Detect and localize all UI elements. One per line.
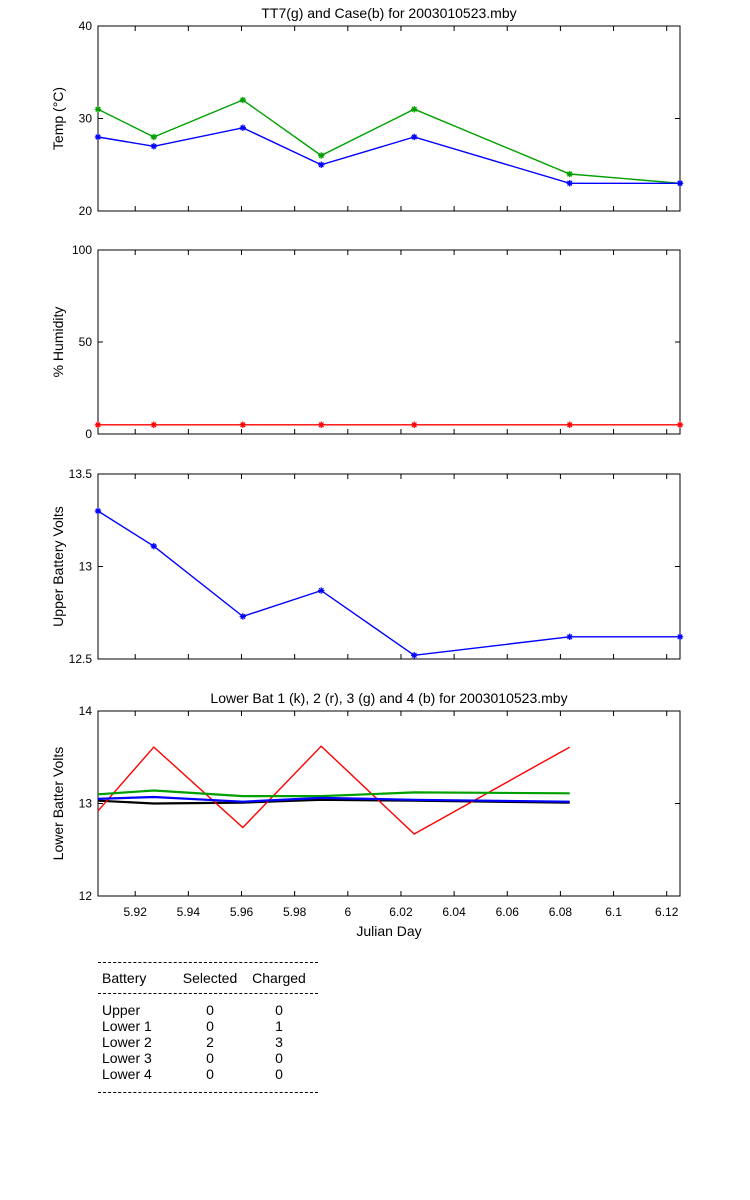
data-point — [150, 143, 158, 150]
x-tick-label: 6.1 — [605, 905, 622, 919]
y-axis-label: Lower Batter Volts — [50, 747, 66, 861]
y-tick-label: 30 — [79, 112, 93, 126]
data-point — [94, 507, 102, 515]
table-row: Lower 4 0 0 — [98, 1066, 318, 1082]
y-tick-label: 40 — [79, 19, 93, 33]
data-point — [566, 180, 573, 187]
data-point — [318, 421, 325, 428]
chart-title: Lower Bat 1 (k), 2 (r), 3 (g) and 4 (b) … — [210, 690, 567, 706]
row-selected: 0 — [206, 1066, 214, 1082]
row-battery: Lower 1 — [102, 1018, 152, 1034]
y-axis-label: Temp (°C) — [50, 87, 66, 150]
data-point — [411, 652, 418, 659]
data-point — [239, 421, 247, 428]
table-rule-top — [98, 962, 318, 963]
row-battery: Upper — [102, 1002, 141, 1018]
x-tick-label: 6.06 — [496, 905, 520, 919]
data-point — [94, 106, 102, 113]
header-charged: Charged — [252, 970, 306, 986]
row-battery: Lower 4 — [102, 1066, 152, 1082]
table-rule-mid — [98, 993, 318, 994]
y-tick-label: 50 — [79, 335, 93, 349]
x-tick-label: 5.92 — [124, 905, 148, 919]
row-charged: 0 — [275, 1066, 283, 1082]
header-selected: Selected — [182, 970, 238, 986]
data-point — [566, 421, 573, 428]
series-line-4-2 — [97, 745, 571, 835]
x-tick-label: 6.02 — [389, 905, 413, 919]
data-point — [150, 421, 158, 428]
header-battery: Battery — [102, 970, 147, 986]
row-charged: 0 — [275, 1002, 283, 1018]
row-battery: Lower 2 — [102, 1034, 152, 1050]
y-tick-label: 14 — [79, 704, 93, 718]
y-tick-label: 13 — [79, 560, 93, 574]
data-point — [566, 170, 573, 178]
data-point — [150, 542, 158, 550]
y-tick-label: 20 — [79, 204, 93, 218]
x-tick-label: 6.04 — [442, 905, 466, 919]
x-tick-label: 5.96 — [230, 905, 254, 919]
data-point — [239, 613, 247, 620]
y-tick-label: 12.5 — [69, 652, 93, 666]
x-tick-label: 6 — [344, 905, 351, 919]
table-row: Lower 1 0 1 — [98, 1018, 318, 1034]
x-axis-label: Julian Day — [356, 923, 421, 939]
row-charged: 0 — [275, 1050, 283, 1066]
data-point — [318, 587, 325, 594]
y-axis-label: % Humidity — [50, 307, 66, 378]
data-point — [318, 161, 325, 168]
data-point — [411, 106, 418, 113]
series-line-4-4 — [97, 795, 570, 803]
table-header-row: Battery Selected Charged — [98, 963, 318, 993]
table-row: Lower 2 2 3 — [98, 1034, 318, 1050]
x-tick-label: 6.08 — [549, 905, 573, 919]
chart-title: TT7(g) and Case(b) for 2003010523.mby — [261, 5, 516, 21]
y-tick-label: 13.5 — [69, 467, 93, 481]
data-point — [411, 133, 418, 141]
battery-table: Battery Selected Charged Upper 0 0 Lower… — [98, 962, 318, 1093]
plot-frame-3 — [97, 473, 681, 660]
data-point — [676, 633, 684, 640]
row-charged: 3 — [275, 1034, 283, 1050]
table-row: Upper 0 0 — [98, 1002, 318, 1018]
table-row: Lower 3 0 0 — [98, 1050, 318, 1066]
y-tick-label: 0 — [85, 427, 92, 441]
plot-frame-2 — [97, 249, 681, 435]
row-battery: Lower 3 — [102, 1050, 152, 1066]
data-point — [676, 421, 684, 428]
table-rule-bottom — [98, 1092, 318, 1093]
series-line-4-3 — [97, 789, 570, 798]
y-tick-label: 100 — [72, 243, 92, 257]
data-point — [676, 180, 684, 187]
series-line-3-1 — [97, 510, 680, 657]
series-line-1-1 — [97, 99, 681, 184]
data-point — [94, 421, 102, 428]
data-point — [411, 421, 418, 428]
row-selected: 2 — [206, 1034, 214, 1050]
series-line-1-2 — [97, 127, 680, 185]
x-tick-label: 5.94 — [177, 905, 201, 919]
row-selected: 0 — [206, 1002, 214, 1018]
y-axis-label: Upper Battery Volts — [50, 506, 66, 627]
x-tick-label: 5.98 — [283, 905, 307, 919]
data-point — [94, 133, 102, 141]
data-point — [566, 633, 573, 640]
y-tick-label: 12 — [79, 889, 93, 903]
row-charged: 1 — [275, 1018, 283, 1034]
data-point — [318, 152, 325, 159]
x-tick-label: 6.12 — [655, 905, 679, 919]
data-point — [239, 124, 247, 131]
y-tick-label: 13 — [79, 797, 93, 811]
data-point — [239, 96, 247, 104]
data-point — [150, 133, 158, 141]
row-selected: 0 — [206, 1018, 214, 1034]
row-selected: 0 — [206, 1050, 214, 1066]
